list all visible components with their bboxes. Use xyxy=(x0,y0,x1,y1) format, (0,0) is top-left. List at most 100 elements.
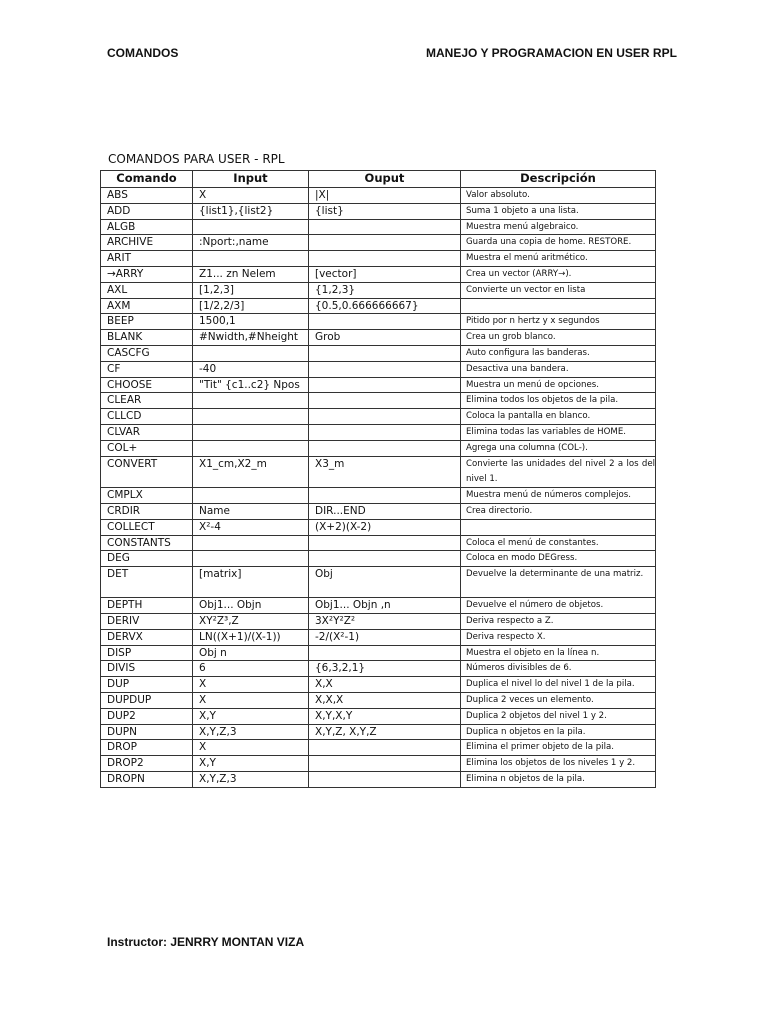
input-cell: X²-4 xyxy=(192,518,309,536)
input-cell xyxy=(192,439,309,457)
description-cell: Elimina el primer objeto de la pila. xyxy=(460,739,656,757)
table-row: →ARRY Z1... zn Nelem [vector] Crea un vecto… xyxy=(100,265,656,283)
table-row: CLVAR Elimina todas las variables de HOME… xyxy=(100,423,656,441)
command-cell: DROP2 xyxy=(100,755,193,772)
output-cell: X,Y,Z, X,Y,Z xyxy=(308,723,461,741)
output-cell: X,Y,X,Y xyxy=(308,707,461,725)
command-cell: CHOOSE xyxy=(100,376,193,394)
command-cell: →ARRY xyxy=(100,265,193,283)
input-cell: -40 xyxy=(192,360,309,378)
command-cell: CASCFG xyxy=(100,344,193,362)
output-cell: {list} xyxy=(308,202,461,220)
input-cell xyxy=(192,408,309,425)
command-cell: DET xyxy=(100,566,193,599)
output-cell xyxy=(308,439,461,457)
output-cell xyxy=(308,360,461,378)
output-cell: {1,2,3} xyxy=(308,281,461,299)
input-cell: "Tit" {c1..c2} Npos xyxy=(192,376,309,394)
input-cell xyxy=(192,218,309,236)
output-cell xyxy=(308,234,461,252)
table-row: CF -40 Desactiva una bandera. xyxy=(100,360,656,378)
description-cell: Convierte un vector en lista xyxy=(460,281,656,299)
command-cell: COLLECT xyxy=(100,518,193,536)
table-row: DERIV XY²Z³,Z 3X²Y²Z² Deriva respecto a Z. xyxy=(100,612,656,630)
command-cell: CLLCD xyxy=(100,408,193,425)
description-cell: Convierte las unidades del nivel 2 a los… xyxy=(460,455,656,489)
output-cell: X3_m xyxy=(308,455,461,489)
output-cell: Obj1... Objn ,n xyxy=(308,597,461,614)
input-cell: X xyxy=(192,187,309,204)
output-cell xyxy=(308,250,461,267)
output-cell: 3X²Y²Z² xyxy=(308,612,461,630)
output-cell: X,X,X xyxy=(308,691,461,709)
input-cell: 1500,1 xyxy=(192,313,309,331)
output-cell: Obj xyxy=(308,566,461,599)
command-cell: CLEAR xyxy=(100,392,193,410)
description-cell xyxy=(460,297,656,315)
input-cell xyxy=(192,250,309,267)
table-row: ABS X |X| Valor absoluto. xyxy=(100,187,656,204)
table-row: CONSTANTS Coloca el menú de constantes. xyxy=(100,534,656,552)
input-cell: [1/2,2/3] xyxy=(192,297,309,315)
table-row: DUPDUP X X,X,X Duplica 2 veces un elemento. xyxy=(100,691,656,709)
table-row: CHOOSE "Tit" {c1..c2} Npos Muestra un menú… xyxy=(100,376,656,394)
table-row: DROPN X,Y,Z,3 Elimina n objetos de la pila… xyxy=(100,770,656,788)
input-cell: {list1},{list2} xyxy=(192,202,309,220)
output-cell: |X| xyxy=(308,187,461,204)
output-cell xyxy=(308,487,461,504)
command-cell: DEG xyxy=(100,550,193,568)
description-cell: Deriva respecto X. xyxy=(460,628,656,646)
table-row: AXM [1/2,2/3] {0.5,0.666666667} xyxy=(100,297,656,315)
table-row: CRDIR Name DIR...END Crea directorio. xyxy=(100,502,656,520)
output-cell xyxy=(308,550,461,568)
description-cell: Muestra el menú aritmético. xyxy=(460,250,656,267)
input-cell: XY²Z³,Z xyxy=(192,612,309,630)
command-cell: ARCHIVE xyxy=(100,234,193,252)
table-row: BLANK #Nwidth,#Nheight Grob Crea un grob bl… xyxy=(100,329,656,346)
input-cell: #Nwidth,#Nheight xyxy=(192,329,309,346)
command-cell: DUP xyxy=(100,676,193,693)
command-cell: DISP xyxy=(100,644,193,662)
input-cell: LN((X+1)/(X-1)) xyxy=(192,628,309,646)
table-row: DERVX LN((X+1)/(X-1)) -2/(X²-1) Deriva res… xyxy=(100,628,656,646)
table-row: BEEP 1500,1 Pitido por n hertz y x segundo… xyxy=(100,313,656,331)
table-row: DISP Obj n Muestra el objeto en la línea n… xyxy=(100,644,656,662)
table-row: DUP2 X,Y X,Y,X,Y Duplica 2 objetos del nive… xyxy=(100,707,656,725)
description-cell: Guarda una copia de home. RESTORE. xyxy=(460,234,656,252)
description-cell: Devuelve el número de objetos. xyxy=(460,597,656,614)
output-cell xyxy=(308,770,461,788)
input-cell xyxy=(192,487,309,504)
output-cell xyxy=(308,423,461,441)
output-cell: {6,3,2,1} xyxy=(308,660,461,678)
output-cell xyxy=(308,534,461,552)
command-cell: ALGB xyxy=(100,218,193,236)
description-cell: Duplica n objetos en la pila. xyxy=(460,723,656,741)
description-cell: Elimina los objetos de los niveles 1 y 2… xyxy=(460,755,656,772)
command-cell: CLVAR xyxy=(100,423,193,441)
description-cell: Deriva respecto a Z. xyxy=(460,612,656,630)
table-row: CLLCD Coloca la pantalla en blanco. xyxy=(100,408,656,425)
description-cell: Valor absoluto. xyxy=(460,187,656,204)
column-header: Comando xyxy=(100,170,193,188)
description-cell: Elimina todos los objetos de la pila. xyxy=(460,392,656,410)
description-cell: Coloca el menú de constantes. xyxy=(460,534,656,552)
input-cell: X xyxy=(192,676,309,693)
description-cell: Desactiva una bandera. xyxy=(460,360,656,378)
table-row: DROP X Elimina el primer objeto de la pila… xyxy=(100,739,656,757)
table-header-row: Comando Input Ouput Descripción xyxy=(100,170,656,188)
command-cell: DROP xyxy=(100,739,193,757)
input-cell: :Nport:,name xyxy=(192,234,309,252)
input-cell: Name xyxy=(192,502,309,520)
table-row: COLLECT X²-4 (X+2)(X-2) xyxy=(100,518,656,536)
input-cell: [matrix] xyxy=(192,566,309,599)
description-cell: Crea un vector (ARRY→). xyxy=(460,265,656,283)
table-row: ARCHIVE:Nport:,name Guarda una copia de h… xyxy=(100,234,656,252)
description-cell: Muestra menú de números complejos. xyxy=(460,487,656,504)
command-cell: DROPN xyxy=(100,770,193,788)
output-cell: DIR...END xyxy=(308,502,461,520)
output-cell: [vector] xyxy=(308,265,461,283)
output-cell: (X+2)(X-2) xyxy=(308,518,461,536)
command-cell: DERVX xyxy=(100,628,193,646)
header-left: COMANDOS xyxy=(107,46,179,60)
description-cell: Muestra el objeto en la línea n. xyxy=(460,644,656,662)
